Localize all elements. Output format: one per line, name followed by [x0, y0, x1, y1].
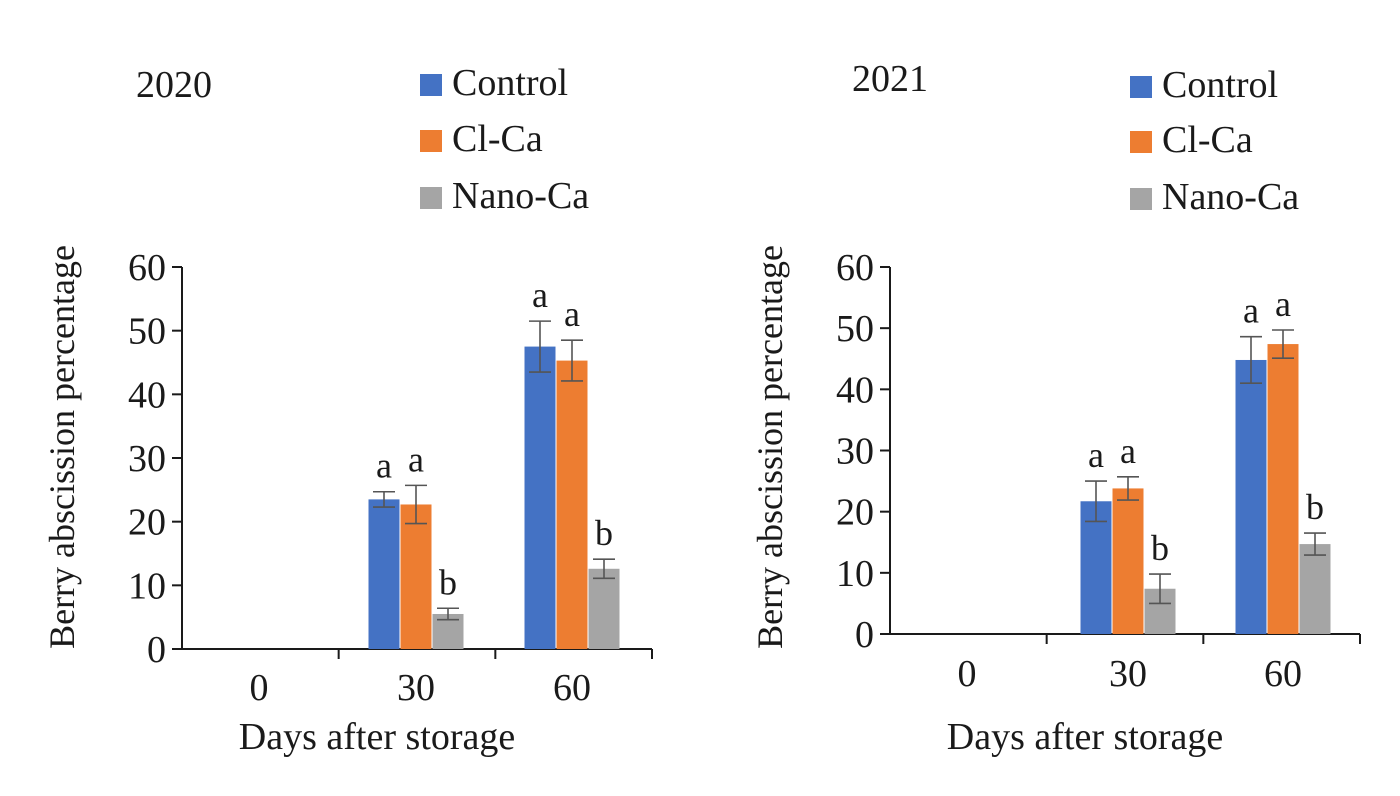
legend-swatch-control: [1130, 76, 1152, 98]
significance-letter: a: [1120, 431, 1136, 471]
x-tick-label: 60: [553, 667, 591, 709]
significance-letter: a: [408, 439, 424, 479]
x-tick-label: 30: [1109, 653, 1147, 695]
y-axis-label: Berry abscission percentage: [750, 245, 790, 649]
bar-cl-ca-30: [400, 504, 432, 649]
x-tick-label: 30: [397, 667, 435, 709]
significance-letter: a: [1275, 284, 1291, 324]
significance-letter: b: [595, 513, 613, 553]
legend-label-control: Control: [1162, 64, 1278, 106]
legend-label-cl-ca: Cl-Ca: [452, 118, 543, 160]
y-tick-label: 20: [128, 502, 166, 544]
legend-label-nano-ca: Nano-Ca: [452, 175, 589, 217]
chart-2020-svg: 2020 Control Cl-Ca Nano-Ca 0 10 20 30 40 50 60 Berr…: [42, 62, 653, 758]
significance-letter: a: [564, 294, 580, 334]
legend-swatch-control: [420, 74, 442, 96]
x-tick-label: 60: [1264, 653, 1302, 695]
legend-swatch-cl-ca: [1130, 131, 1152, 153]
x-axis-label: Days after storage: [947, 716, 1223, 758]
x-tick-label: 0: [250, 667, 269, 709]
legend-swatch-nano-ca: [1130, 188, 1152, 210]
legend-label-control: Control: [452, 62, 568, 104]
y-tick-label: 20: [836, 492, 874, 534]
legend-label-nano-ca: Nano-Ca: [1162, 176, 1299, 218]
plot-group: 2020 Control Cl-Ca Nano-Ca 0 10 20 30 40 50 60 Berr…: [42, 62, 653, 758]
bar-control-30: [368, 499, 400, 649]
chart-2020-panel: 2020 Control Cl-Ca Nano-Ca 0 10 20 30 40 50 60 Berr…: [42, 62, 653, 758]
y-tick-label: 10: [836, 553, 874, 595]
y-tick-label: 60: [836, 247, 874, 289]
bar-cl-ca-60: [1267, 344, 1299, 634]
significance-letter: a: [1243, 291, 1259, 331]
significance-letter: a: [1088, 435, 1104, 475]
y-tick-label: 0: [147, 629, 166, 671]
legend-label-cl-ca: Cl-Ca: [1162, 119, 1253, 161]
plot-group: 2021 Control Cl-Ca Nano-Ca 0 10 20 30 40 50 60 Berr…: [750, 58, 1361, 758]
bar-nano-ca-60: [588, 568, 620, 649]
y-tick-label: 40: [836, 369, 874, 411]
significance-letter: b: [439, 562, 457, 602]
bar-control-60: [524, 346, 556, 649]
significance-letter: a: [532, 275, 548, 315]
significance-letter: b: [1151, 528, 1169, 568]
legend-swatch-cl-ca: [420, 130, 442, 152]
bar-control-30: [1080, 501, 1112, 634]
y-tick-label: 60: [128, 247, 166, 289]
chart-2021-panel: 2021 Control Cl-Ca Nano-Ca 0 10 20 30 40 50 60 Berr…: [700, 0, 1400, 796]
x-axis-label: Days after storage: [239, 716, 515, 758]
bar-cl-ca-60: [556, 360, 588, 649]
bar-control-60: [1235, 359, 1267, 634]
x-tick-label: 0: [958, 653, 977, 695]
bar-nano-ca-60: [1299, 544, 1331, 634]
y-tick-label: 0: [855, 614, 874, 656]
y-tick-label: 30: [836, 431, 874, 473]
chart-2021-svg: 2021 Control Cl-Ca Nano-Ca 0 10 20 30 40 50 60 Berr…: [750, 58, 1361, 758]
y-tick-label: 50: [836, 308, 874, 350]
significance-letter: a: [376, 446, 392, 486]
y-tick-label: 50: [128, 311, 166, 353]
y-tick-label: 40: [128, 374, 166, 416]
significance-letter: b: [1306, 487, 1324, 527]
y-axis-label: Berry abscission percentage: [42, 245, 82, 649]
bar-cl-ca-30: [1112, 488, 1144, 634]
chart-title: 2021: [852, 58, 928, 100]
legend-swatch-nano-ca: [420, 187, 442, 209]
y-tick-label: 10: [128, 565, 166, 607]
chart-title: 2020: [136, 64, 212, 106]
y-tick-label: 30: [128, 438, 166, 480]
